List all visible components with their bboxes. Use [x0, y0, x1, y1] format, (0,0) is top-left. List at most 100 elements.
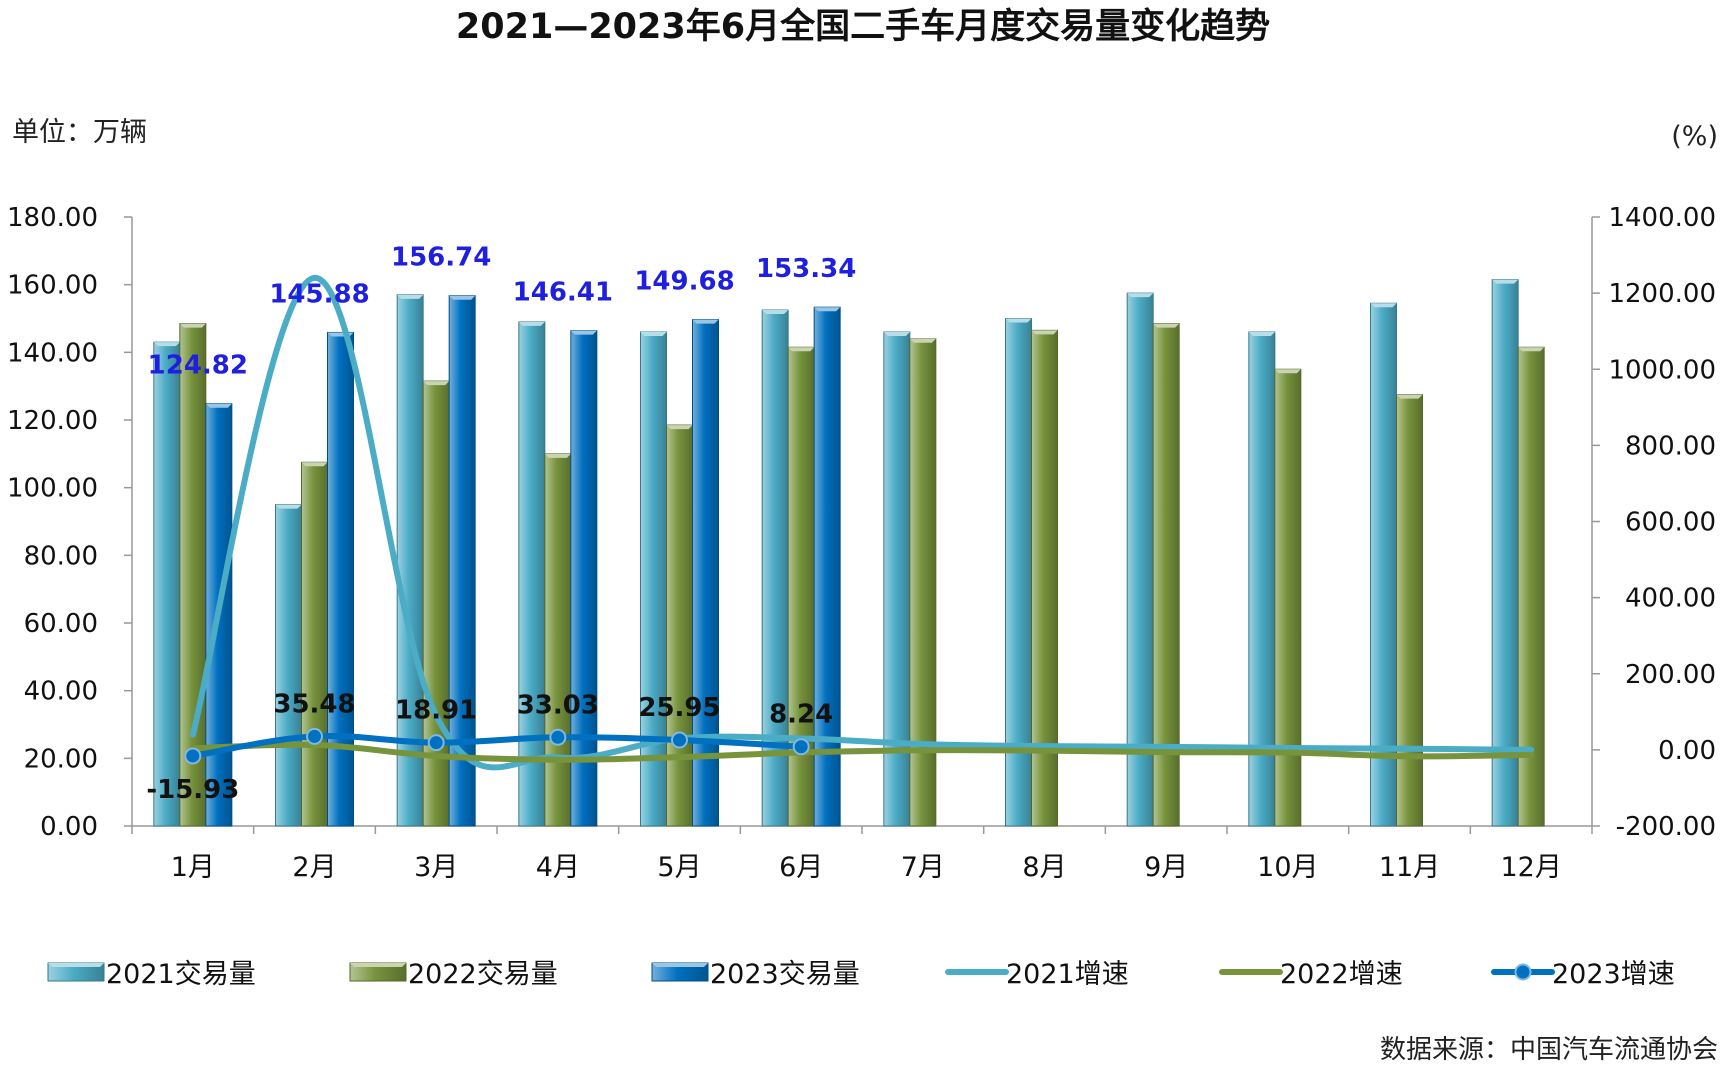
left-tick-label: 180.00: [7, 203, 98, 233]
bar-top-highlight: [397, 294, 424, 299]
legend-swatch-highlight: [350, 963, 406, 967]
line-data-label-2023: 25.95: [638, 693, 720, 723]
legend-marker: [1514, 963, 1532, 981]
bar-top-highlight: [275, 504, 302, 509]
x-tick-label: 12月: [1500, 852, 1561, 883]
right-tick-label: 400.00: [1625, 584, 1716, 614]
legend-label: 2023交易量: [710, 959, 860, 990]
bar-2023交易量-4月: [570, 330, 598, 827]
bar-top-highlight: [301, 462, 328, 467]
legend-item-2021增速: 2021增速: [945, 959, 1129, 990]
bar-data-label-2023: 146.41: [513, 278, 613, 308]
x-tick-label: 6月: [779, 852, 823, 883]
x-tick-label: 2月: [292, 852, 336, 883]
line-series-2022增速: [189, 741, 1535, 763]
right-tick-label: 600.00: [1625, 508, 1716, 538]
x-tick-label: 9月: [1144, 852, 1188, 883]
bar-top-highlight: [1248, 332, 1275, 337]
bar-top-highlight: [1153, 323, 1180, 328]
legend-item-2023增速: 2023增速: [1491, 959, 1675, 990]
x-tick-label: 4月: [536, 852, 580, 883]
right-tick-label: -200.00: [1616, 812, 1716, 842]
bar-2022交易量-12月: [1517, 346, 1545, 827]
left-tick-label: 0.00: [40, 812, 98, 842]
right-tick-label: 1200.00: [1608, 279, 1716, 309]
left-tick-label: 80.00: [24, 541, 98, 571]
bar-top-highlight: [1370, 303, 1397, 308]
legend-label: 2022交易量: [408, 959, 558, 990]
x-tick-label: 7月: [901, 852, 945, 883]
left-tick-label: 160.00: [7, 271, 98, 301]
bar-2023交易量-6月: [813, 306, 841, 827]
bar-top-highlight: [883, 332, 910, 337]
line-series-2023增速: [189, 732, 805, 759]
right-tick-label: 200.00: [1625, 660, 1716, 690]
bar-2021交易量-3月: [396, 294, 424, 827]
bar-2021交易量-12月: [1491, 279, 1519, 827]
bar-2021交易量-5月: [640, 331, 667, 827]
left-axis-unit-label: 单位：万辆: [12, 117, 147, 148]
line-marker-2023增速-5月: [671, 731, 688, 749]
bar-data-label-2023: 149.68: [634, 267, 734, 297]
bar-top-highlight: [814, 307, 841, 312]
bar-2022交易量-11月: [1396, 394, 1423, 827]
bar-top-highlight: [205, 403, 232, 408]
bar-top-highlight: [1492, 279, 1519, 284]
right-tick-label: 0.00: [1658, 736, 1716, 766]
bar-data-label-2023: 145.88: [269, 279, 369, 309]
chart-title: 2021—2023年6月全国二手车月度交易量变化趋势: [456, 6, 1270, 47]
bar-top-highlight: [909, 338, 936, 343]
legend-swatch-highlight: [652, 963, 708, 967]
bar-top-highlight: [692, 319, 719, 324]
bar-2021交易量-8月: [1005, 318, 1032, 827]
bars-layer: [153, 279, 1545, 827]
left-tick-label: 40.00: [24, 677, 98, 707]
data-labels-layer: 124.82 145.88 156.74 146.41 149.68 153.34 -15.…: [146, 243, 856, 805]
bar-top-highlight: [1274, 369, 1301, 374]
bar-top-highlight: [666, 425, 693, 430]
legend-item-2022交易量: 2022交易量: [349, 959, 558, 990]
bar-2021交易量-4月: [518, 321, 546, 827]
x-tick-label: 8月: [1022, 852, 1066, 883]
legend-label: 2021增速: [1006, 959, 1129, 990]
legend-label: 2023增速: [1552, 959, 1675, 990]
line-data-label-2023: 35.48: [273, 689, 355, 719]
legend-label: 2022增速: [1280, 959, 1403, 990]
bar-top-highlight: [449, 295, 476, 300]
line-data-label-2023: 33.03: [517, 690, 599, 720]
line-marker-2023增速-2月: [306, 727, 323, 745]
line-marker-2023增速-3月: [427, 734, 445, 752]
bar-2021交易量-2月: [275, 504, 302, 827]
bar-top-highlight: [570, 330, 597, 335]
bar-2022交易量-4月: [544, 453, 572, 827]
left-tick-label: 100.00: [7, 474, 98, 504]
right-tick-label: 800.00: [1625, 431, 1716, 461]
x-tick-label: 5月: [657, 852, 701, 883]
bar-top-highlight: [1031, 330, 1058, 335]
right-tick-label: 1400.00: [1608, 203, 1716, 233]
bar-data-label-2023: 124.82: [148, 351, 248, 381]
bar-2022交易量-9月: [1152, 323, 1180, 827]
line-series-2021增速: [189, 274, 1535, 771]
bar-top-highlight: [544, 453, 571, 458]
bar-top-highlight: [179, 323, 206, 328]
line-marker-2023增速-6月: [792, 738, 810, 756]
legend-item-2023交易量: 2023交易量: [651, 959, 860, 990]
left-tick-label: 120.00: [7, 406, 98, 436]
right-axis-unit-label: (%): [1671, 121, 1718, 152]
lines-layer: [184, 274, 1535, 771]
bar-top-highlight: [762, 310, 789, 315]
bar-top-highlight: [518, 321, 545, 326]
bar-top-highlight: [1396, 394, 1423, 399]
x-tick-label: 11月: [1379, 852, 1440, 883]
bar-data-label-2023: 153.34: [756, 254, 856, 284]
bar-top-highlight: [1005, 318, 1032, 323]
legend-label: 2021交易量: [106, 959, 256, 990]
bar-2021交易量-1月: [153, 341, 181, 827]
bar-2023交易量-5月: [692, 319, 719, 827]
bar-top-highlight: [423, 381, 450, 386]
line-data-label-2023: 8.24: [769, 700, 833, 730]
axes-layer: 0.00 20.00 40.00 60.00 80.00 100.00 120.00 140.…: [7, 203, 1716, 883]
